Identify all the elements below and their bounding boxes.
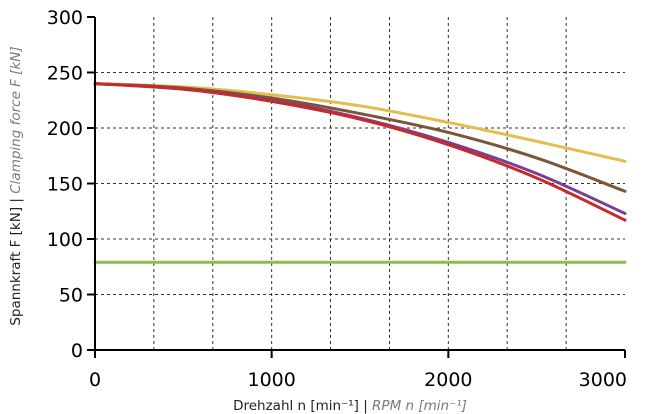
series-line-5 (93, 82, 627, 222)
x-axis-title-en: RPM n [min⁻¹] (368, 398, 467, 414)
x-tick-label: 3000 (579, 369, 627, 391)
y-axis-title: Spannkraft F [kN] | Clamping force F [kN… (8, 46, 24, 325)
y-tick-label: 250 (47, 63, 83, 85)
y-tick-label: 0 (71, 340, 83, 362)
y-tick-label: 200 (47, 118, 83, 140)
series-line-2 (93, 82, 627, 163)
series-lines (93, 82, 627, 264)
y-axis-title-de: Spannkraft F [kN] | (8, 198, 24, 326)
x-tick-label: 0 (89, 369, 101, 391)
x-tick-label: 2000 (424, 369, 472, 391)
axes (87, 16, 626, 358)
series-line-4 (93, 82, 627, 215)
y-tick-label: 150 (47, 174, 83, 196)
series-line-3 (93, 82, 627, 193)
x-axis-title: Drehzahl n [min⁻¹] | RPM n [min⁻¹] (233, 398, 467, 414)
grid (95, 17, 625, 350)
y-tick-label: 300 (47, 7, 83, 29)
y-axis-title-en: Clamping force F [kN] (8, 46, 24, 198)
x-axis-title-de: Drehzahl n [min⁻¹] | (233, 398, 368, 414)
y-tick-label: 100 (47, 229, 83, 251)
x-tick-label: 1000 (247, 369, 295, 391)
y-tick-label: 50 (59, 285, 83, 307)
